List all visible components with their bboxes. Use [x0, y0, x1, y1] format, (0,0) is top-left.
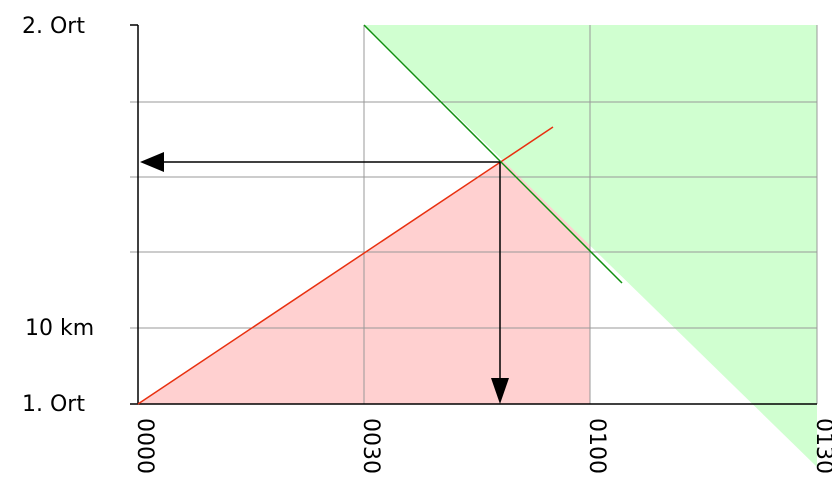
label-second-place: 2. Ort — [22, 14, 85, 39]
time-tick-label: 0100 — [584, 418, 609, 474]
axes — [130, 24, 817, 405]
trip-line-green — [363, 24, 623, 284]
trip-line-red — [137, 126, 554, 405]
time-tick-label: 0030 — [358, 418, 383, 474]
arrow-down-head — [491, 378, 509, 404]
time-tick-label: 0000 — [132, 418, 157, 474]
grid — [130, 25, 818, 404]
label-first-place: 1. Ort — [22, 392, 85, 417]
intersection-arrows — [140, 152, 509, 404]
arrow-left-head — [140, 152, 164, 172]
label-ten-km: 10 km — [25, 316, 94, 341]
time-tick-label: 0130 — [811, 418, 832, 474]
